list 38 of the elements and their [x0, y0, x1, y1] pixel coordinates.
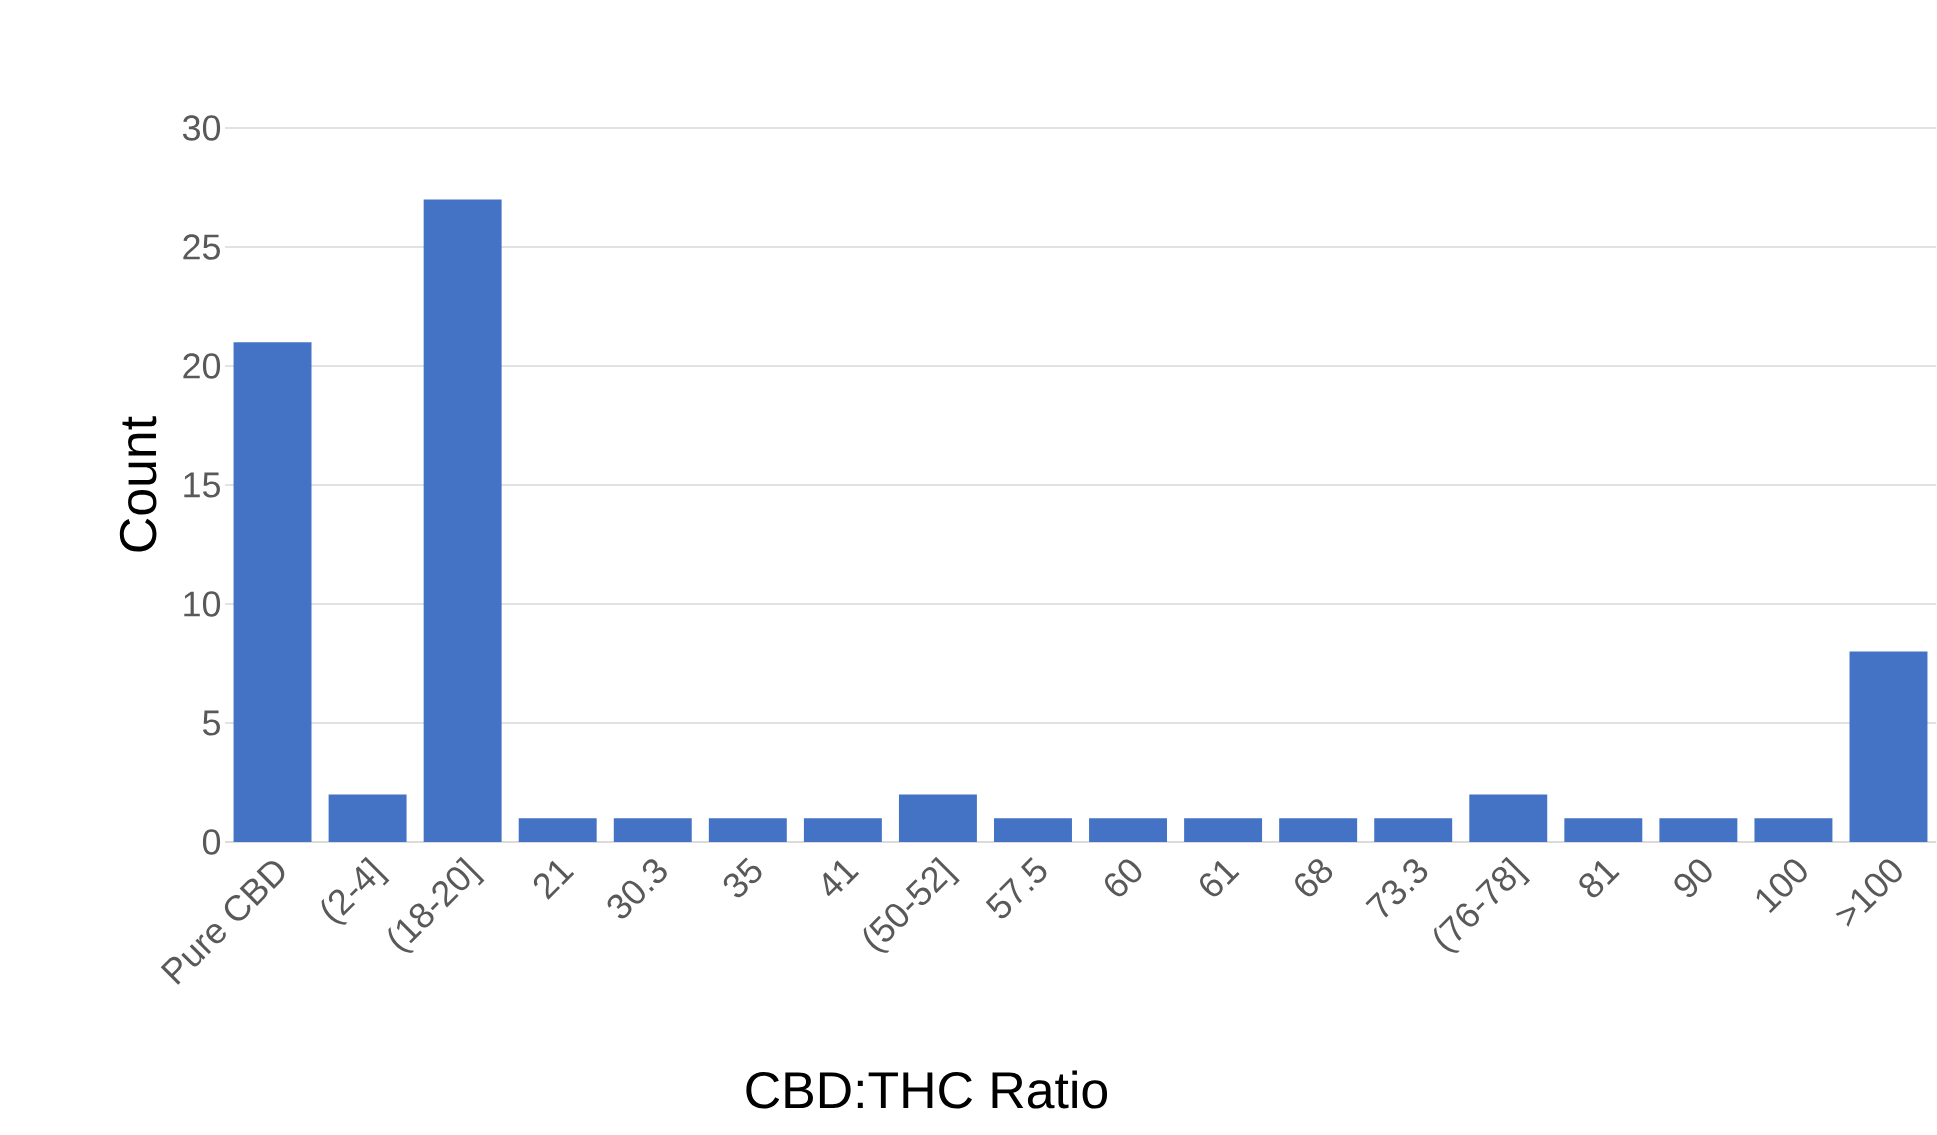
bar	[518, 818, 597, 842]
x-tick-label: 30.3	[607, 859, 667, 919]
x-tick-label: 81	[1579, 860, 1620, 898]
x-tick-label: 68	[1295, 859, 1333, 897]
y-tick-label: 10	[184, 591, 221, 617]
x-tick-label: 60	[1105, 859, 1142, 897]
bar	[898, 794, 977, 842]
x-tick-label: 90	[1674, 859, 1712, 898]
bar	[708, 818, 787, 842]
x-tick-label: 61	[1200, 860, 1240, 897]
x-tick-label: 21	[533, 860, 575, 900]
x-axis-title: CBD:THC Ratio	[746, 1070, 1108, 1109]
bar	[328, 794, 407, 842]
bar	[1754, 818, 1833, 842]
bar	[1089, 818, 1168, 842]
bar	[613, 818, 692, 842]
bar	[1374, 818, 1453, 842]
bar	[1184, 818, 1263, 842]
bar	[1564, 818, 1643, 842]
bar	[994, 818, 1072, 842]
x-tick-label: 73.3	[1365, 859, 1428, 918]
bar	[1659, 818, 1738, 842]
bar	[803, 818, 882, 842]
x-tick-label: 100	[1756, 859, 1807, 914]
y-axis-title: Count	[119, 416, 157, 552]
y-tick-label: 20	[183, 353, 221, 379]
y-tick-label: 30	[182, 115, 221, 141]
bar	[1849, 651, 1928, 842]
y-tick-label: 15	[184, 472, 220, 498]
bar	[233, 342, 312, 842]
y-tick-label: 25	[183, 234, 220, 260]
x-tick-label: 35	[723, 857, 762, 898]
y-tick-label: 5	[202, 710, 220, 736]
bar	[423, 199, 502, 842]
x-tick-label: 41	[823, 860, 860, 897]
y-tick-label: 0	[202, 829, 221, 855]
bar	[1469, 794, 1548, 842]
bar	[1279, 818, 1358, 842]
